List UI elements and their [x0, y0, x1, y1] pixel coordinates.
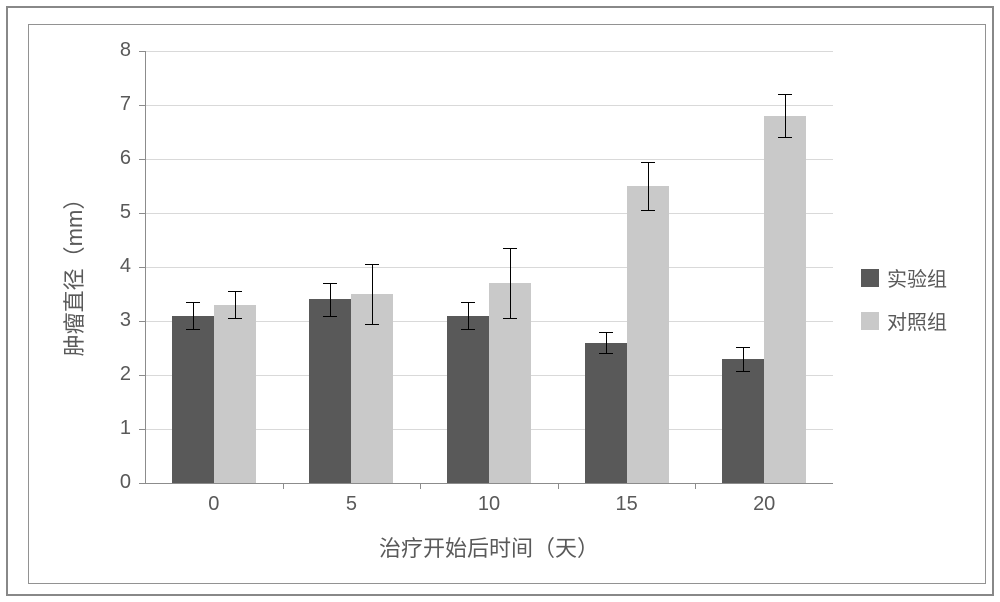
- error-bar-cap: [778, 137, 792, 138]
- error-bar-cap: [599, 353, 613, 354]
- plot-area: 01234567805101520: [145, 51, 833, 483]
- x-tick-label: 15: [597, 493, 657, 516]
- error-bar-cap: [365, 324, 379, 325]
- legend-label: 对照组: [887, 306, 947, 335]
- error-bar-cap: [365, 264, 379, 265]
- figure-frame: 01234567805101520 肿瘤直径（mm） 治疗开始后时间（天） 实验…: [28, 24, 986, 584]
- error-bar: [372, 264, 373, 323]
- error-bar: [648, 162, 649, 211]
- x-tick-label: 20: [734, 493, 794, 516]
- error-bar: [235, 291, 236, 318]
- y-tick-label: 7: [101, 93, 131, 116]
- legend-swatch: [861, 312, 879, 330]
- x-tick-mark: [558, 483, 559, 489]
- error-bar-cap: [503, 248, 517, 249]
- error-bar-cap: [461, 329, 475, 330]
- y-tick-label: 0: [101, 471, 131, 494]
- grid-line: [145, 267, 833, 268]
- y-tick-label: 8: [101, 39, 131, 62]
- error-bar: [468, 302, 469, 329]
- legend-item: 对照组: [861, 306, 947, 335]
- grid-line: [145, 213, 833, 214]
- bar: [214, 305, 256, 483]
- bar: [764, 116, 806, 483]
- error-bar: [606, 332, 607, 354]
- error-bar: [193, 302, 194, 329]
- x-axis-line: [145, 483, 833, 484]
- y-tick-label: 1: [101, 417, 131, 440]
- x-tick-mark: [695, 483, 696, 489]
- y-axis-line: [145, 51, 146, 483]
- bar: [172, 316, 214, 483]
- error-bar: [743, 347, 744, 371]
- bar: [722, 359, 764, 483]
- error-bar-cap: [641, 210, 655, 211]
- error-bar-cap: [186, 302, 200, 303]
- error-bar-cap: [186, 329, 200, 330]
- error-bar-cap: [778, 94, 792, 95]
- error-bar: [510, 248, 511, 318]
- error-bar-cap: [736, 371, 750, 372]
- error-bar-cap: [228, 318, 242, 319]
- error-bar-cap: [461, 302, 475, 303]
- legend: 实验组对照组: [861, 263, 947, 349]
- error-bar-cap: [503, 318, 517, 319]
- error-bar-cap: [599, 332, 613, 333]
- x-tick-label: 10: [459, 493, 519, 516]
- y-tick-label: 2: [101, 363, 131, 386]
- x-tick-label: 0: [184, 493, 244, 516]
- x-tick-mark: [420, 483, 421, 489]
- grid-line: [145, 51, 833, 52]
- legend-swatch: [861, 269, 879, 287]
- bar: [447, 316, 489, 483]
- y-tick-label: 5: [101, 201, 131, 224]
- error-bar-cap: [641, 162, 655, 163]
- legend-item: 实验组: [861, 263, 947, 292]
- error-bar-cap: [736, 347, 750, 348]
- bar: [309, 299, 351, 483]
- error-bar-cap: [323, 316, 337, 317]
- error-bar-cap: [323, 283, 337, 284]
- x-tick-mark: [283, 483, 284, 489]
- error-bar: [785, 94, 786, 137]
- error-bar: [330, 283, 331, 315]
- x-tick-label: 5: [321, 493, 381, 516]
- bar: [585, 343, 627, 483]
- y-tick-label: 4: [101, 255, 131, 278]
- y-axis-title: 肿瘤直径（mm）: [57, 56, 89, 488]
- x-axis-title: 治疗开始后时间（天）: [145, 531, 833, 563]
- outer-frame: 01234567805101520 肿瘤直径（mm） 治疗开始后时间（天） 实验…: [6, 6, 994, 596]
- grid-line: [145, 159, 833, 160]
- error-bar-cap: [228, 291, 242, 292]
- bar: [627, 186, 669, 483]
- legend-label: 实验组: [887, 263, 947, 292]
- grid-line: [145, 105, 833, 106]
- y-tick-label: 3: [101, 309, 131, 332]
- y-tick-label: 6: [101, 147, 131, 170]
